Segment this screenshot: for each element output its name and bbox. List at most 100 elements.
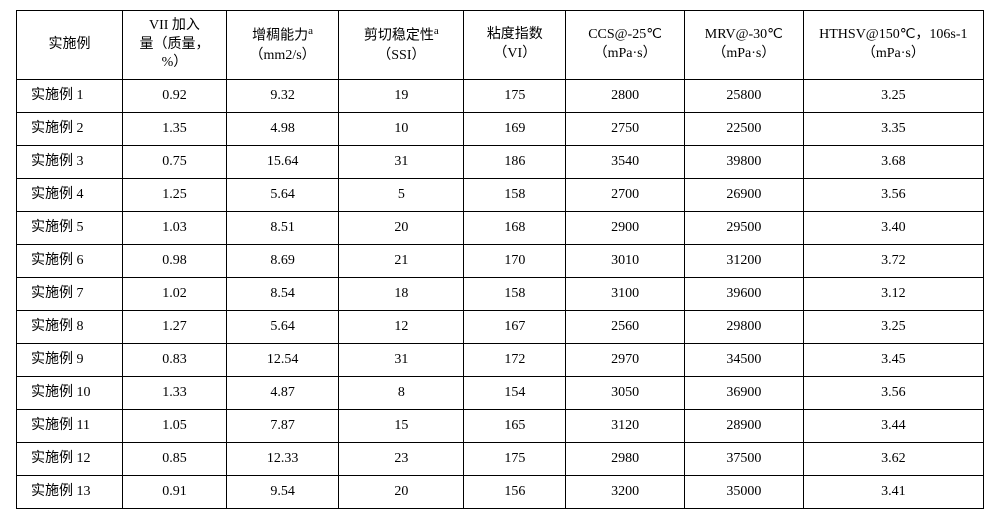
table-row: 实施例 120.8512.33231752980375003.62 xyxy=(17,443,984,476)
data-cell: 8.51 xyxy=(226,212,338,245)
data-cell: 3050 xyxy=(566,377,685,410)
data-cell: 37500 xyxy=(684,443,803,476)
col-header-mrv: MRV@-30℃ （mPa·s） xyxy=(684,11,803,80)
data-cell: 39800 xyxy=(684,146,803,179)
data-cell: 3.56 xyxy=(803,179,983,212)
table-row: 实施例 130.919.54201563200350003.41 xyxy=(17,476,984,509)
row-label-cell: 实施例 8 xyxy=(17,311,123,344)
data-cell: 0.91 xyxy=(123,476,227,509)
table-head: 实施例 VII 加入 量（质量， %） 增稠能力a （mm2/s） 剪切稳定性a… xyxy=(17,11,984,80)
data-cell: 12.33 xyxy=(226,443,338,476)
table-row: 实施例 41.255.6451582700269003.56 xyxy=(17,179,984,212)
row-label-cell: 实施例 7 xyxy=(17,278,123,311)
data-cell: 3.56 xyxy=(803,377,983,410)
row-label-cell: 实施例 13 xyxy=(17,476,123,509)
data-cell: 35000 xyxy=(684,476,803,509)
data-cell: 3.41 xyxy=(803,476,983,509)
data-cell: 175 xyxy=(464,80,566,113)
data-cell: 0.83 xyxy=(123,344,227,377)
data-cell: 19 xyxy=(339,80,464,113)
data-cell: 18 xyxy=(339,278,464,311)
data-cell: 3100 xyxy=(566,278,685,311)
data-cell: 12 xyxy=(339,311,464,344)
row-label-cell: 实施例 3 xyxy=(17,146,123,179)
data-cell: 2900 xyxy=(566,212,685,245)
data-cell: 36900 xyxy=(684,377,803,410)
data-cell: 3.44 xyxy=(803,410,983,443)
table-row: 实施例 81.275.64121672560298003.25 xyxy=(17,311,984,344)
data-cell: 2750 xyxy=(566,113,685,146)
col-header-hthsv: HTHSV@150℃，106s-1 （mPa·s） xyxy=(803,11,983,80)
data-cell: 0.85 xyxy=(123,443,227,476)
col-header-ssi: 剪切稳定性a （SSI） xyxy=(339,11,464,80)
data-cell: 1.03 xyxy=(123,212,227,245)
data-cell: 2560 xyxy=(566,311,685,344)
data-cell: 186 xyxy=(464,146,566,179)
data-cell: 10 xyxy=(339,113,464,146)
table-row: 实施例 60.988.69211703010312003.72 xyxy=(17,245,984,278)
data-cell: 4.98 xyxy=(226,113,338,146)
data-cell: 3120 xyxy=(566,410,685,443)
data-cell: 3.12 xyxy=(803,278,983,311)
sup-a-1: a xyxy=(308,25,313,37)
table-row: 实施例 71.028.54181583100396003.12 xyxy=(17,278,984,311)
data-cell: 169 xyxy=(464,113,566,146)
data-cell: 165 xyxy=(464,410,566,443)
data-cell: 3.72 xyxy=(803,245,983,278)
table-row: 实施例 30.7515.64311863540398003.68 xyxy=(17,146,984,179)
data-cell: 34500 xyxy=(684,344,803,377)
data-cell: 12.54 xyxy=(226,344,338,377)
data-cell: 156 xyxy=(464,476,566,509)
table-row: 实施例 21.354.98101692750225003.35 xyxy=(17,113,984,146)
data-cell: 39600 xyxy=(684,278,803,311)
data-cell: 9.32 xyxy=(226,80,338,113)
data-cell: 167 xyxy=(464,311,566,344)
data-cell: 3010 xyxy=(566,245,685,278)
data-cell: 4.87 xyxy=(226,377,338,410)
data-cell: 3.25 xyxy=(803,80,983,113)
sup-a-2: a xyxy=(434,25,439,37)
data-cell: 8.69 xyxy=(226,245,338,278)
table-row: 实施例 51.038.51201682900295003.40 xyxy=(17,212,984,245)
data-cell: 3.68 xyxy=(803,146,983,179)
data-cell: 20 xyxy=(339,476,464,509)
row-label-cell: 实施例 6 xyxy=(17,245,123,278)
data-cell: 21 xyxy=(339,245,464,278)
data-cell: 7.87 xyxy=(226,410,338,443)
data-cell: 3.62 xyxy=(803,443,983,476)
data-cell: 1.35 xyxy=(123,113,227,146)
data-cell: 3540 xyxy=(566,146,685,179)
row-label-cell: 实施例 11 xyxy=(17,410,123,443)
data-cell: 8.54 xyxy=(226,278,338,311)
row-label-cell: 实施例 2 xyxy=(17,113,123,146)
data-cell: 15.64 xyxy=(226,146,338,179)
data-cell: 31200 xyxy=(684,245,803,278)
data-cell: 158 xyxy=(464,179,566,212)
row-label-cell: 实施例 9 xyxy=(17,344,123,377)
data-cell: 3200 xyxy=(566,476,685,509)
data-cell: 2970 xyxy=(566,344,685,377)
data-cell: 22500 xyxy=(684,113,803,146)
data-cell: 2800 xyxy=(566,80,685,113)
data-table: 实施例 VII 加入 量（质量， %） 增稠能力a （mm2/s） 剪切稳定性a… xyxy=(16,10,984,509)
data-cell: 29500 xyxy=(684,212,803,245)
data-cell: 0.92 xyxy=(123,80,227,113)
data-cell: 158 xyxy=(464,278,566,311)
data-cell: 2980 xyxy=(566,443,685,476)
col-header-thickening: 增稠能力a （mm2/s） xyxy=(226,11,338,80)
data-cell: 8 xyxy=(339,377,464,410)
data-cell: 2700 xyxy=(566,179,685,212)
data-cell: 31 xyxy=(339,344,464,377)
data-cell: 0.75 xyxy=(123,146,227,179)
data-cell: 26900 xyxy=(684,179,803,212)
col-header-example: 实施例 xyxy=(17,11,123,80)
table-row: 实施例 10.929.32191752800258003.25 xyxy=(17,80,984,113)
col-header-ccs: CCS@-25℃ （mPa·s） xyxy=(566,11,685,80)
data-cell: 0.98 xyxy=(123,245,227,278)
data-cell: 9.54 xyxy=(226,476,338,509)
data-cell: 3.35 xyxy=(803,113,983,146)
row-label-cell: 实施例 5 xyxy=(17,212,123,245)
data-cell: 1.05 xyxy=(123,410,227,443)
data-cell: 31 xyxy=(339,146,464,179)
data-cell: 25800 xyxy=(684,80,803,113)
